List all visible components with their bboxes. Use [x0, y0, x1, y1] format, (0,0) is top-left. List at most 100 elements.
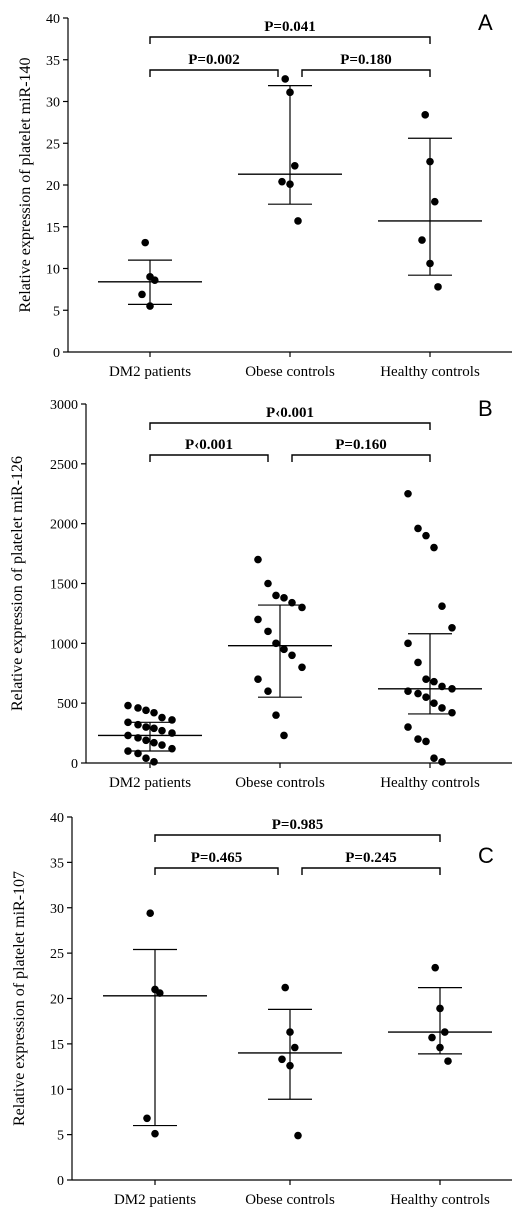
- panel-B: 0 500 1000 1500 2000 2500 3000 DM2 patients Obes…: [9, 396, 512, 791]
- y-tick-label: 20: [46, 179, 60, 194]
- comparison-bracket: [154, 834, 441, 842]
- data-point: [124, 718, 132, 727]
- data-point: [448, 708, 456, 717]
- data-point: [141, 238, 149, 247]
- y-tick-label: 25: [50, 947, 64, 962]
- y-tick-label: 40: [46, 12, 60, 27]
- data-point: [286, 88, 294, 97]
- data-point: [138, 290, 146, 299]
- data-point: [158, 713, 166, 722]
- data-point: [142, 754, 150, 763]
- data-point: [254, 675, 262, 684]
- data-point: [143, 1114, 151, 1123]
- data-point: [286, 1061, 294, 1070]
- data-point: [142, 706, 150, 715]
- data-point: [278, 177, 286, 186]
- panel-letter: B: [478, 396, 493, 421]
- y-tick-label: 0: [53, 346, 60, 361]
- data-point: [422, 693, 430, 701]
- y-tick-label: 15: [46, 221, 60, 236]
- p-value-label: P‹0.001: [266, 405, 314, 421]
- p-value-label: P=0.160: [335, 437, 386, 453]
- comparison-bracket: [154, 867, 279, 875]
- y-tick-label: 500: [57, 697, 78, 712]
- data-point: [418, 236, 426, 244]
- x-tick-label: Obese controls: [245, 364, 335, 380]
- data-point: [431, 963, 440, 972]
- data-point: [438, 704, 446, 712]
- data-point: [151, 1129, 159, 1138]
- y-tick-label: 30: [50, 902, 64, 917]
- data-point: [124, 731, 132, 740]
- data-point: [448, 623, 456, 632]
- p-value-label: P=0.002: [188, 52, 239, 68]
- y-tick-label: 2000: [50, 518, 78, 533]
- data-point: [291, 1043, 299, 1052]
- data-point: [298, 603, 306, 612]
- data-point: [168, 744, 176, 753]
- data-point: [146, 302, 154, 310]
- data-point: [441, 1028, 449, 1036]
- y-tick-label: 40: [50, 811, 64, 826]
- comparison-bracket: [301, 69, 431, 77]
- comparison-bracket: [291, 454, 431, 462]
- x-tick-label: Healthy controls: [380, 364, 480, 380]
- data-point: [280, 645, 288, 654]
- data-point: [142, 723, 150, 731]
- data-point: [438, 758, 446, 766]
- data-point: [422, 531, 430, 540]
- data-point: [124, 701, 132, 710]
- x-tick-label: DM2 patients: [109, 364, 191, 380]
- panel-A: 0 5 10 15 20 25 30 35 40 DM2 patients Obese contro…: [17, 10, 512, 380]
- data-point: [134, 734, 142, 742]
- y-tick-label: 20: [50, 993, 64, 1008]
- data-point: [281, 983, 290, 992]
- p-value-label: P=0.465: [191, 850, 242, 866]
- data-point: [414, 658, 422, 667]
- data-point: [150, 708, 158, 717]
- data-point: [288, 598, 296, 607]
- x-tick-label: Healthy controls: [380, 775, 480, 791]
- p-value-label: P=0.985: [272, 817, 323, 833]
- data-point: [430, 699, 438, 707]
- comparison-bracket: [301, 867, 441, 875]
- y-tick-label: 25: [46, 137, 60, 152]
- data-point: [428, 1033, 436, 1042]
- y-axis-label: Relative expression of platelet miR-140: [17, 57, 34, 312]
- data-point: [286, 180, 294, 188]
- data-point: [436, 1043, 444, 1052]
- panel-letter: C: [478, 843, 494, 868]
- comparison-bracket: [149, 422, 431, 430]
- y-tick-label: 0: [71, 757, 78, 772]
- data-point: [134, 720, 142, 729]
- x-tick-label: Obese controls: [245, 1192, 335, 1208]
- data-point: [272, 639, 280, 648]
- data-point: [158, 726, 166, 735]
- data-point: [404, 639, 412, 648]
- y-tick-label: 10: [50, 1083, 64, 1098]
- data-point: [404, 687, 412, 695]
- data-point: [168, 716, 176, 724]
- y-axis-label: Relative expression of platelet miR-107: [11, 871, 28, 1126]
- data-point: [422, 675, 430, 684]
- data-point: [448, 685, 456, 693]
- data-point: [294, 1131, 302, 1140]
- data-point: [151, 276, 159, 284]
- data-point: [430, 543, 438, 552]
- data-point: [431, 197, 439, 206]
- data-point: [426, 157, 434, 166]
- y-tick-label: 15: [50, 1038, 64, 1053]
- data-point: [281, 75, 290, 83]
- data-point: [422, 737, 430, 746]
- data-point: [278, 1055, 286, 1064]
- y-tick-label: 10: [46, 263, 60, 278]
- panel-letter: A: [478, 10, 493, 35]
- data-point: [291, 161, 299, 170]
- data-point: [288, 651, 296, 660]
- x-tick-label: DM2 patients: [114, 1192, 196, 1208]
- data-point: [146, 909, 154, 917]
- panel-C: 0 5 10 15 20 25 30 35 40 DM2 patients Obese contro…: [11, 811, 512, 1208]
- data-point: [414, 735, 422, 743]
